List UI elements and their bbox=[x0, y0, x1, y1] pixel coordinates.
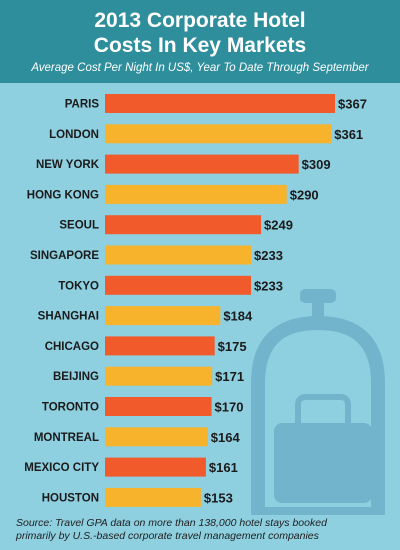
category-label: LONDON bbox=[49, 129, 99, 141]
bar bbox=[105, 154, 299, 174]
bar bbox=[105, 487, 201, 507]
bar bbox=[105, 275, 252, 295]
value-label: $309 bbox=[302, 157, 331, 172]
bar bbox=[105, 124, 332, 144]
value-label: $290 bbox=[290, 187, 319, 202]
value-label: $170 bbox=[215, 400, 244, 415]
bar bbox=[105, 245, 252, 265]
luggage-cart-icon bbox=[251, 289, 385, 515]
value-label: $233 bbox=[254, 278, 283, 293]
category-label: HONG KONG bbox=[27, 189, 99, 201]
category-label: BEIJING bbox=[53, 371, 99, 383]
category-label: PARIS bbox=[65, 99, 100, 111]
category-label: SEOUL bbox=[59, 220, 99, 232]
value-label: $153 bbox=[204, 490, 233, 505]
value-label: $249 bbox=[264, 218, 293, 233]
category-label: NEW YORK bbox=[36, 159, 100, 171]
bar bbox=[105, 184, 287, 204]
bar-chart: PARIS $367 LONDON $361 NEW YORK $309 HONG KONG… bbox=[24, 94, 385, 515]
category-label: MONTREAL bbox=[34, 432, 99, 444]
category-label: SINGAPORE bbox=[30, 250, 99, 262]
value-label: $171 bbox=[215, 369, 244, 384]
category-label: CHICAGO bbox=[45, 341, 99, 353]
bar bbox=[105, 366, 213, 386]
bar bbox=[105, 457, 206, 477]
category-label: HOUSTON bbox=[42, 492, 99, 504]
chart-title-line-2: Costs In Key Markets bbox=[93, 34, 307, 57]
value-label: $161 bbox=[209, 460, 238, 475]
bar bbox=[105, 94, 335, 113]
bars-layer: PARIS $367 LONDON $361 NEW YORK $309 HONG KONG… bbox=[24, 94, 367, 507]
source-line-2: primarily by U.S.-based corporate travel… bbox=[16, 530, 319, 542]
value-label: $233 bbox=[254, 248, 283, 263]
bar bbox=[105, 306, 221, 326]
chart-subtitle: Average Cost Per Night In US$, Year To D… bbox=[31, 62, 369, 74]
category-label: MEXICO CITY bbox=[24, 462, 99, 474]
bar bbox=[105, 336, 215, 356]
value-label: $367 bbox=[338, 97, 367, 112]
value-label: $361 bbox=[334, 127, 363, 142]
chart-title-line-1: 2013 Corporate Hotel bbox=[94, 9, 306, 32]
category-label: SHANGHAI bbox=[38, 311, 99, 323]
source-note: Source: Travel GPA data on more than 138… bbox=[16, 517, 391, 543]
bar bbox=[105, 427, 208, 447]
value-label: $184 bbox=[223, 309, 253, 324]
value-label: $175 bbox=[218, 339, 247, 354]
bar bbox=[105, 397, 212, 416]
bar bbox=[105, 215, 262, 235]
category-label: TORONTO bbox=[42, 402, 99, 414]
value-label: $164 bbox=[211, 430, 241, 445]
chart-header: 2013 Corporate Hotel Costs In Key Market… bbox=[0, 0, 400, 83]
category-label: TOKYO bbox=[58, 280, 99, 292]
source-line-1: Source: Travel GPA data on more than 138… bbox=[16, 517, 327, 529]
